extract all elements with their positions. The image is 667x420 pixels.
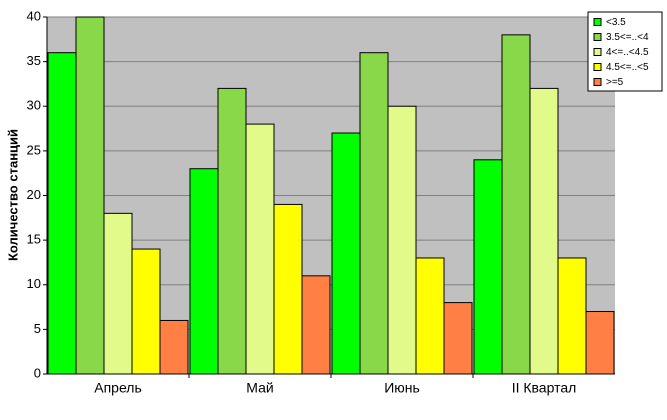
y-tick-label: 30 <box>27 98 41 113</box>
bar <box>557 257 587 375</box>
bar <box>47 52 77 375</box>
legend-label: 4.5<=..<5 <box>606 62 649 73</box>
bar <box>103 212 133 375</box>
y-tick-label: 10 <box>27 276 41 291</box>
x-tick-label: Май <box>246 380 273 396</box>
y-tick-label: 25 <box>27 142 41 157</box>
bar <box>501 34 531 375</box>
y-tick-label: 5 <box>34 321 41 336</box>
bar <box>75 16 105 375</box>
bar <box>301 275 331 375</box>
bar <box>159 319 189 375</box>
bar <box>189 168 219 375</box>
bar <box>331 132 361 375</box>
legend-swatch <box>593 63 602 71</box>
bar <box>273 203 303 375</box>
bar <box>415 257 445 375</box>
bar <box>387 105 417 375</box>
legend-label: <3.5 <box>606 17 626 28</box>
bar <box>245 123 275 375</box>
x-tick-label: II Квартал <box>512 380 577 396</box>
y-tick-label: 35 <box>27 53 41 68</box>
bar <box>217 87 247 375</box>
y-tick-label: 15 <box>27 232 41 247</box>
y-tick-label: 0 <box>34 365 41 380</box>
legend-label: 4<=..<4.5 <box>606 47 649 58</box>
bar <box>443 302 473 375</box>
legend-swatch <box>593 78 602 86</box>
legend-swatch <box>593 33 602 41</box>
bar <box>359 52 389 375</box>
y-axis-label: Количество станций <box>5 129 20 261</box>
legend-label: >=5 <box>606 77 624 88</box>
legend-swatch <box>593 48 602 56</box>
bar <box>131 248 161 375</box>
legend-swatch <box>593 18 602 26</box>
x-tick-label: Июнь <box>384 380 420 396</box>
bar <box>585 311 615 375</box>
y-tick-label: 40 <box>27 8 41 23</box>
bar <box>473 159 503 375</box>
y-tick-label: 20 <box>27 187 41 202</box>
legend-label: 3.5<=..<4 <box>606 32 649 43</box>
bar <box>529 87 559 375</box>
x-tick-label: Апрель <box>94 380 142 396</box>
